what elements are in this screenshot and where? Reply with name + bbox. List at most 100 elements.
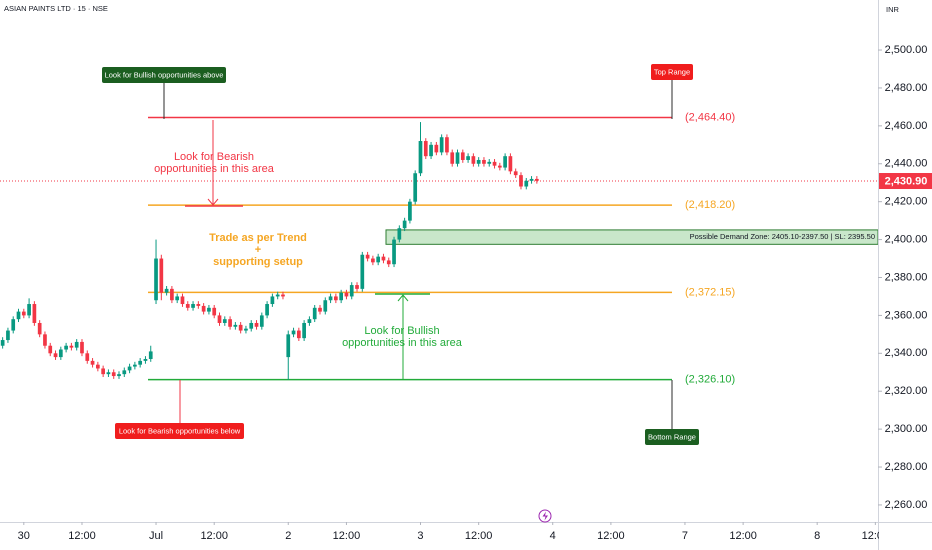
y-tick-label: 2,400.00 [885, 233, 928, 245]
y-tick-label: 2,360.00 [885, 309, 928, 321]
currency-label: INR [886, 5, 900, 14]
annotations: Look for Bullish opportunities above Top… [102, 64, 699, 445]
candle-body [529, 178, 534, 181]
candle-body [275, 294, 280, 297]
candle-body [69, 345, 74, 348]
x-tick-label: 4 [550, 530, 556, 542]
candle-body [191, 304, 195, 308]
candle-body [85, 353, 90, 361]
x-tick-label: 7 [682, 530, 688, 542]
note-text: Trade as per Trend [209, 232, 307, 244]
candle-body [58, 349, 63, 358]
candle-body [196, 304, 201, 306]
level-label: (2,372.15) [685, 286, 735, 298]
candle-body [466, 156, 470, 160]
candle-body [90, 360, 95, 365]
candle-body [74, 341, 79, 348]
plot-area: Possible Demand Zone: 2405.10-2397.50 | … [0, 111, 879, 386]
candle-body [238, 324, 243, 331]
x-tick-label: 12:00 [200, 530, 228, 542]
candle-body [254, 322, 259, 327]
note-box [645, 429, 699, 445]
candle-body [524, 180, 529, 187]
x-tick-label: 12:00 [465, 530, 493, 542]
candle-body [201, 305, 206, 312]
candle-body [534, 178, 539, 181]
arrow-head [397, 294, 409, 302]
candle-body [434, 144, 439, 153]
candle-body [355, 285, 359, 289]
event-icon-bolt [542, 511, 548, 521]
candle-body [519, 175, 523, 187]
candle-body [450, 152, 455, 164]
candle-body [48, 345, 53, 354]
candle-body [471, 156, 476, 164]
y-tick-label: 2,260.00 [885, 499, 928, 511]
arrow-head [207, 198, 219, 206]
candle-body [207, 307, 211, 312]
candle-body [53, 353, 58, 358]
candle-body [296, 330, 301, 339]
candle-body [360, 254, 365, 289]
candle-body [482, 159, 486, 164]
y-axis-panel [878, 0, 932, 550]
note-text: Look for Bearish [174, 151, 254, 163]
candle-body [413, 173, 418, 202]
candle-body [111, 372, 116, 377]
note-text: opportunities in this area [342, 337, 463, 349]
chart-title: ASIAN PAINTS LTD · 15 · NSE [4, 4, 108, 13]
candle-body [106, 372, 111, 375]
candle-body [148, 351, 153, 359]
candle-body [307, 319, 312, 323]
note-text: Look for Bearish opportunities below [119, 426, 241, 435]
candle-body [164, 288, 169, 293]
candle-body [16, 311, 21, 320]
annotation-lines [163, 80, 673, 429]
candle-body [122, 370, 127, 375]
note-text: supporting setup [213, 256, 303, 268]
candle-body [249, 322, 254, 329]
candle-body [487, 161, 492, 164]
candle-body [180, 296, 185, 305]
candle-body [127, 366, 132, 371]
y-tick-label: 2,320.00 [885, 385, 928, 397]
candle-body [64, 345, 68, 350]
candle-body [376, 256, 381, 263]
x-tick-label: 12:00 [729, 530, 757, 542]
y-tick-label: 2,440.00 [885, 158, 928, 170]
x-tick-label: 12:00 [333, 530, 361, 542]
candle-body [27, 304, 31, 316]
candle-body [270, 296, 275, 305]
y-tick-label: 2,420.00 [885, 196, 928, 208]
note-box [102, 67, 226, 83]
candle-body [80, 341, 84, 354]
current-price-box [879, 173, 932, 190]
candle-body [143, 358, 148, 361]
candle-body [11, 319, 16, 331]
level-label: (2,464.40) [685, 111, 735, 123]
note-text: opportunities in this area [154, 163, 275, 175]
candle-body [32, 304, 37, 323]
note-box [651, 64, 693, 80]
candle-body [392, 239, 396, 265]
y-tick-label: 2,380.00 [885, 271, 928, 283]
candle-body [43, 334, 47, 346]
x-tick-label: 30 [18, 530, 30, 542]
candle-body [418, 141, 423, 174]
x-tick-label: Jul [149, 530, 163, 542]
candle-body [281, 294, 285, 297]
note-text: Look for Bullish opportunities above [105, 70, 224, 79]
candle-body [37, 322, 42, 335]
candle-body [291, 330, 296, 335]
candle-body [185, 304, 190, 308]
candle-body [259, 315, 264, 327]
candle-body [175, 296, 180, 301]
candle-body [339, 292, 344, 301]
candle-body [429, 144, 433, 157]
x-tick-label: 8 [814, 530, 820, 542]
candle-body [423, 141, 428, 157]
candle-body [323, 300, 328, 312]
candle-body [460, 152, 465, 160]
